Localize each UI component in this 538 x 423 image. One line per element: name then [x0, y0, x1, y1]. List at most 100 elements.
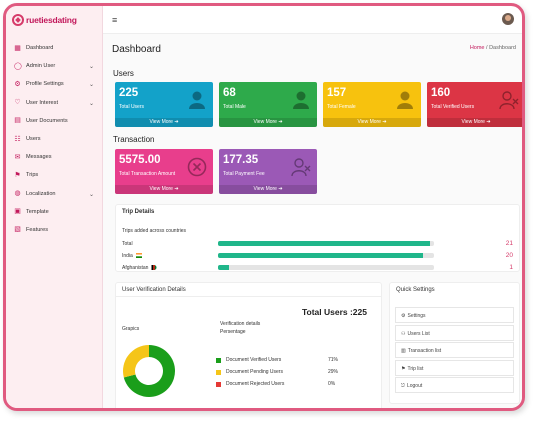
- sidebar-item-label: Admin User: [26, 63, 56, 70]
- legend-swatch: [216, 382, 221, 387]
- trip-details-title: Trip Details: [122, 209, 155, 215]
- legend-item: Document Verified Users 71%: [216, 357, 346, 365]
- heart-icon: ♡: [14, 99, 21, 107]
- chevron-down-icon: ⌄: [88, 64, 94, 71]
- details-subtitle: Persentage: [220, 329, 246, 335]
- sidebar-item-label: Trips: [26, 172, 39, 179]
- gear-icon: ⚙: [401, 313, 406, 319]
- view-more-link[interactable]: View More ➔: [427, 118, 522, 127]
- india-flag-icon: [135, 253, 142, 259]
- view-more-link[interactable]: View More ➔: [219, 185, 317, 194]
- trip-count: 20: [505, 252, 513, 259]
- legend-label: Document Pending Users: [226, 369, 283, 375]
- quick-settings-panel: Quick Settings ⚙ Settings ⚇ Users List ▥ Tran…: [389, 282, 520, 404]
- app-window: ruetiesdating ▦ Dashboard ◯ Admin User ⌄ ⚙ Pro…: [3, 3, 525, 411]
- trip-details-panel: Trip Details Trips added across countrie…: [115, 204, 520, 272]
- cancel-circle-icon: [187, 157, 207, 177]
- sidebar-item-label: Features: [26, 226, 49, 233]
- document-icon: ▤: [14, 117, 21, 125]
- sidebar-item-messages[interactable]: ✉ Messages: [6, 148, 102, 166]
- users-icon: ⚇: [401, 330, 406, 337]
- quick-setting-transaction-list[interactable]: ▥ Transaction list: [395, 342, 514, 358]
- sidebar-item-label: Localization: [26, 190, 56, 197]
- view-more-link[interactable]: View More ➔: [115, 185, 213, 194]
- sidebar-nav: ▦ Dashboard ◯ Admin User ⌄ ⚙ Profile Settings ⌄…: [6, 34, 102, 239]
- stat-card: 225 Total Users View More ➔: [115, 82, 213, 127]
- total-users-label: Total Users :225: [301, 307, 367, 317]
- dashboard-icon: ▦: [14, 44, 21, 52]
- quick-setting-label: Transaction list: [407, 348, 442, 354]
- chevron-down-icon: ⌄: [88, 100, 94, 107]
- legend-label: Document Verified Users: [226, 357, 282, 363]
- breadcrumb-home-link[interactable]: Home: [469, 45, 485, 51]
- stat-card-value: 225: [119, 87, 139, 99]
- stat-card-label: Total Verified Users: [431, 104, 475, 110]
- sidebar-item-user-documents[interactable]: ▤ User Documents: [6, 112, 102, 130]
- view-more-link[interactable]: View More ➔: [323, 118, 421, 127]
- stat-card-label: Total Users: [119, 104, 145, 110]
- verification-donut-chart: [123, 345, 175, 397]
- user-icon: ◯: [14, 62, 22, 70]
- view-more-link[interactable]: View More ➔: [219, 118, 317, 127]
- quick-setting-trip-list[interactable]: ⚑ Trip list: [395, 359, 514, 376]
- stat-card: 157 Total Female View More ➔: [323, 82, 421, 127]
- legend-swatch: [216, 358, 221, 363]
- trip-progress-bar: [218, 241, 434, 246]
- trip-country-name: Afghanistan: [122, 265, 157, 271]
- trip-row: Afghanistan 1: [122, 263, 513, 273]
- settings-icon: ⚙: [14, 80, 21, 88]
- quick-setting-label: Users List: [407, 330, 430, 337]
- sidebar-item-trips[interactable]: ⚑ Trips: [6, 166, 102, 184]
- globe-icon: ◍: [14, 190, 21, 198]
- view-more-link[interactable]: View More ➔: [115, 118, 213, 127]
- stat-card: 177.35 Total Payment Fee View More ➔: [219, 149, 317, 194]
- features-icon: ▧: [14, 226, 21, 234]
- quick-setting-label: Trip list: [407, 365, 424, 372]
- sidebar-item-user-interest[interactable]: ♡ User Interest ⌄: [6, 94, 102, 112]
- legend-swatch: [216, 370, 221, 375]
- trip-progress-fill: [218, 265, 229, 270]
- sidebar: ruetiesdating ▦ Dashboard ◯ Admin User ⌄ ⚙ Pro…: [6, 6, 103, 408]
- trip-country-name: Total: [122, 241, 133, 247]
- quick-setting-settings[interactable]: ⚙ Settings: [395, 307, 514, 323]
- chevron-down-icon: ⌄: [88, 191, 94, 198]
- sidebar-item-dashboard[interactable]: ▦ Dashboard: [6, 39, 102, 57]
- chevron-down-icon: ⌄: [88, 82, 94, 89]
- details-title: Verification details: [220, 321, 261, 327]
- trip-count: 21: [505, 240, 513, 247]
- donut-slice-0: [123, 345, 175, 397]
- quick-settings-title: Quick Settings: [396, 287, 435, 293]
- trips-icon: ⚑: [14, 171, 21, 179]
- sidebar-item-localization[interactable]: ◍ Localization ⌄: [6, 185, 102, 203]
- brand-name: ruetiesdating: [26, 15, 77, 25]
- trip-count: 1: [509, 264, 513, 271]
- quick-setting-users-list[interactable]: ⚇ Users List: [395, 324, 514, 341]
- brand-logo[interactable]: ruetiesdating: [6, 6, 102, 34]
- verified-user-icon: [499, 91, 519, 110]
- page-title: Dashboard: [112, 44, 161, 55]
- legend-percentage: 71%: [328, 357, 339, 363]
- legend-label: Document Rejected Users: [226, 381, 285, 387]
- menu-toggle-icon[interactable]: ≡: [112, 15, 118, 25]
- afghanistan-flag-icon: [151, 265, 157, 271]
- trip-country-name: India: [122, 253, 142, 259]
- stat-card-label: Total Female: [327, 104, 356, 110]
- sidebar-item-admin-user[interactable]: ◯ Admin User ⌄: [6, 57, 102, 75]
- users-section-title: Users: [113, 69, 134, 78]
- verification-panel: User Verification Details Total Users :2…: [115, 282, 382, 408]
- sidebar-item-users[interactable]: ☷ Users: [6, 130, 102, 148]
- sidebar-item-label: Messages: [26, 154, 52, 161]
- legend-item: Document Rejected Users 0%: [216, 381, 346, 389]
- sidebar-item-features[interactable]: ▧ Features: [6, 221, 102, 239]
- sidebar-item-template[interactable]: ▣ Template: [6, 203, 102, 221]
- sidebar-item-label: Dashboard: [26, 45, 54, 52]
- trip-progress-fill: [218, 241, 430, 246]
- quick-setting-logout[interactable]: ⎋ Logout: [395, 377, 514, 393]
- trip-progress-bar: [218, 253, 434, 258]
- trip-progress-bar: [218, 265, 434, 270]
- sidebar-item-profile-settings[interactable]: ⚙ Profile Settings ⌄: [6, 75, 102, 93]
- stat-card: 5575.00 Total Transaction Amount View More…: [115, 149, 213, 194]
- stat-card: 68 Total Male View More ➔: [219, 82, 317, 127]
- graphs-label: Grapics: [122, 326, 140, 332]
- avatar[interactable]: [502, 13, 514, 25]
